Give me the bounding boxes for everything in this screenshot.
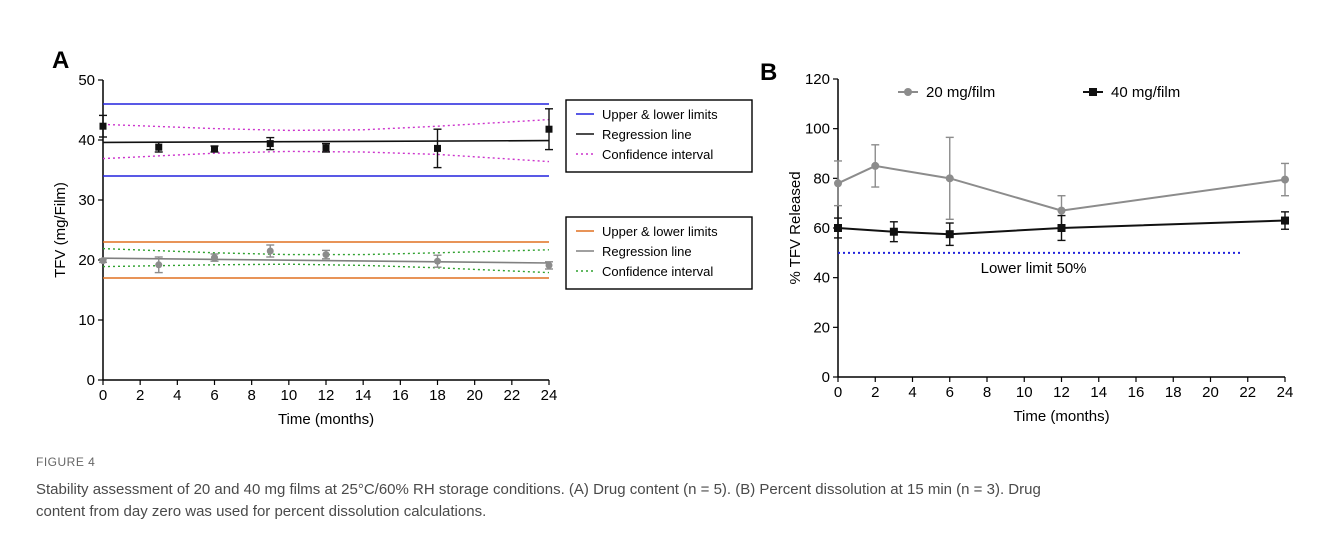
- a-group2-legend-label: Regression line: [602, 244, 692, 259]
- a-x-tick-label: 24: [541, 387, 558, 404]
- b-x-tick-label: 8: [983, 384, 991, 401]
- b-reference-label: Lower limit 50%: [981, 260, 1087, 277]
- caption-line-1: Stability assessment of 20 and 40 mg fil…: [36, 481, 1041, 498]
- a-group1-data-point: [545, 125, 553, 133]
- b-x-tick-label: 12: [1053, 384, 1070, 401]
- a-y-axis-label: TFV (mg/Film): [52, 182, 69, 278]
- a-group1-legend-label: Confidence interval: [602, 147, 713, 162]
- b-series1-data-point: [945, 174, 954, 183]
- b-series1-data-point: [834, 179, 842, 188]
- b-x-tick-label: 4: [908, 384, 916, 401]
- a-group1-data-point: [434, 144, 441, 152]
- a-x-tick-label: 12: [318, 387, 335, 404]
- figure-caption: FIGURE 4 Stability assessment of 20 and …: [36, 455, 1296, 523]
- b-series1-legend-label: 20 mg/film: [926, 84, 995, 101]
- a-y-tick-label: 10: [78, 312, 95, 329]
- b-series2-data-point: [1281, 216, 1289, 225]
- a-x-tick-label: 14: [355, 387, 372, 404]
- a-x-tick-label: 0: [99, 387, 107, 404]
- b-series1-data-point: [871, 161, 880, 170]
- b-series2-data-point: [1057, 224, 1066, 232]
- b-y-tick-label: 20: [813, 319, 830, 336]
- a-group2-legend-label: Confidence interval: [602, 264, 713, 279]
- a-group2-data-point: [211, 254, 218, 262]
- a-group2-legend-box: [565, 216, 753, 290]
- a-x-tick-label: 20: [466, 387, 483, 404]
- a-y-tick-label: 30: [78, 192, 95, 209]
- b-x-tick-label: 10: [1016, 384, 1033, 401]
- a-group1-data-point: [322, 144, 330, 152]
- a-group2-regression-line: [102, 257, 550, 264]
- b-y-tick-label: 120: [805, 71, 830, 88]
- b-series1-legend-marker: [904, 88, 912, 96]
- a-y-tick-label: 20: [78, 252, 95, 269]
- b-series1-data-point: [1057, 206, 1066, 215]
- a-x-tick-label: 10: [280, 387, 297, 404]
- a-x-axis-label: Time (months): [278, 411, 374, 428]
- a-group1-data-point: [99, 122, 107, 130]
- a-group1-data-point: [211, 145, 218, 153]
- b-x-tick-label: 0: [834, 384, 842, 401]
- a-group1-ci-lower: [102, 150, 550, 163]
- a-group2-legend-label: Upper & lower limits: [602, 224, 718, 239]
- a-x-tick-label: 16: [392, 387, 409, 404]
- a-group2-data-point: [545, 261, 553, 269]
- a-x-tick-label: 18: [429, 387, 446, 404]
- a-group1-legend-label: Regression line: [602, 127, 692, 142]
- b-series2-data-point: [945, 230, 954, 239]
- a-x-tick-label: 22: [503, 387, 520, 404]
- a-y-tick-label: 40: [78, 132, 95, 149]
- a-y-tick-label: 0: [87, 372, 95, 389]
- b-y-tick-label: 60: [813, 220, 830, 237]
- a-group2-data-point: [322, 251, 330, 259]
- a-group1-regression-line: [102, 139, 550, 144]
- b-series2-legend-marker: [1089, 88, 1097, 96]
- b-x-tick-label: 16: [1128, 384, 1145, 401]
- b-series2-data-point: [834, 224, 842, 232]
- a-group2-data-point: [434, 257, 441, 265]
- a-group2-ci-lower: [102, 263, 550, 274]
- b-series2-data-point: [889, 227, 898, 236]
- b-y-tick-label: 80: [813, 170, 830, 187]
- b-x-tick-label: 20: [1202, 384, 1219, 401]
- b-x-axis-label: Time (months): [1013, 408, 1109, 425]
- a-group2-data-point: [266, 247, 274, 255]
- a-group1-legend-box: [565, 99, 753, 173]
- b-x-tick-label: 14: [1090, 384, 1107, 401]
- caption-line-2: content from day zero was used for perce…: [36, 503, 487, 520]
- a-group2-data-point: [155, 261, 163, 269]
- a-group1-ci-upper: [102, 118, 550, 132]
- b-y-tick-label: 40: [813, 270, 830, 287]
- b-x-tick-label: 18: [1165, 384, 1182, 401]
- a-panel-label: A: [52, 47, 69, 74]
- a-group1-data-point: [266, 140, 274, 148]
- b-series1-data-point: [1281, 175, 1289, 184]
- b-y-tick-label: 0: [822, 369, 830, 386]
- a-x-tick-label: 2: [136, 387, 144, 404]
- b-x-tick-label: 2: [871, 384, 879, 401]
- a-group1-data-point: [155, 143, 163, 151]
- a-group1-legend-label: Upper & lower limits: [602, 107, 718, 122]
- b-y-axis-label: % TFV Released: [787, 171, 804, 284]
- a-group2-data-point: [99, 257, 107, 265]
- a-y-tick-label: 50: [78, 72, 95, 89]
- b-y-tick-label: 100: [805, 121, 830, 138]
- figure-label: FIGURE 4: [36, 455, 96, 469]
- a-x-tick-label: 4: [173, 387, 181, 404]
- b-x-tick-label: 24: [1277, 384, 1294, 401]
- b-x-tick-label: 6: [946, 384, 954, 401]
- b-panel-label: B: [760, 59, 777, 86]
- b-series2-legend-label: 40 mg/film: [1111, 84, 1180, 101]
- a-x-tick-label: 6: [210, 387, 218, 404]
- a-x-tick-label: 8: [247, 387, 255, 404]
- b-x-tick-label: 22: [1239, 384, 1256, 401]
